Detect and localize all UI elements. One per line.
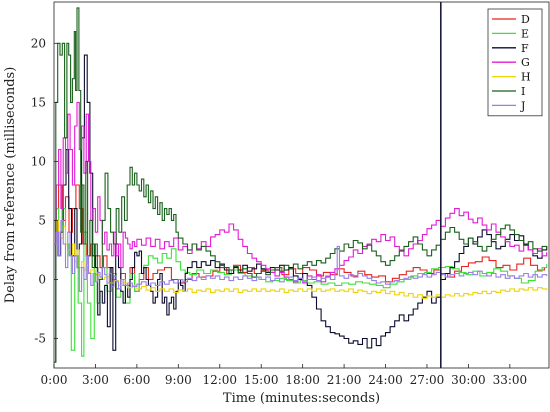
legend-label-f: F bbox=[521, 42, 529, 55]
x-tick-label: 12:00 bbox=[202, 373, 237, 387]
legend-label-i: I bbox=[521, 85, 525, 98]
legend-label-e: E bbox=[521, 27, 529, 40]
x-tick-label: 9:00 bbox=[165, 373, 192, 387]
x-tick-label: 0:00 bbox=[41, 373, 68, 387]
series-line-e bbox=[54, 208, 548, 357]
x-tick-label: 21:00 bbox=[327, 373, 362, 387]
y-axis: -5 0 5 10 15 20 bbox=[31, 36, 58, 345]
legend-label-h: H bbox=[521, 71, 531, 84]
series-line-g bbox=[54, 101, 548, 284]
series-line-i bbox=[54, 7, 548, 363]
y-tick-label: 5 bbox=[38, 213, 46, 227]
series-line-h bbox=[54, 219, 548, 299]
y-tick-label: 10 bbox=[31, 154, 46, 168]
legend-label-g: G bbox=[521, 56, 530, 69]
x-tick-label: 24:00 bbox=[368, 373, 403, 387]
x-axis: 0:00 3:00 6:00 9:00 12:00 15:00 18:00 21:00 24:0… bbox=[41, 364, 528, 387]
y-tick-label: -5 bbox=[34, 331, 46, 345]
series-line-d bbox=[54, 184, 545, 292]
series-layer bbox=[54, 7, 548, 363]
x-tick-label: 6:00 bbox=[123, 373, 150, 387]
x-tick-label: 18:00 bbox=[285, 373, 320, 387]
series-line-j bbox=[54, 219, 548, 292]
y-axis-title: Delay from reference (milliseconds) bbox=[3, 67, 18, 304]
x-tick-label: 30:00 bbox=[451, 373, 486, 387]
x-tick-label: 27:00 bbox=[410, 373, 445, 387]
x-tick-label: 15:00 bbox=[244, 373, 279, 387]
legend-label-d: D bbox=[521, 13, 530, 26]
x-tick-label: 3:00 bbox=[82, 373, 109, 387]
series-line-f bbox=[54, 54, 548, 363]
plot-frame bbox=[53, 1, 550, 369]
y-tick-label: 0 bbox=[38, 272, 46, 286]
x-tick-label: 33:00 bbox=[493, 373, 528, 387]
legend-label-j: J bbox=[520, 99, 525, 112]
x-axis-title: Time (minutes:seconds) bbox=[223, 391, 380, 406]
y-tick-label: 15 bbox=[31, 95, 46, 109]
y-tick-label: 20 bbox=[31, 36, 46, 50]
